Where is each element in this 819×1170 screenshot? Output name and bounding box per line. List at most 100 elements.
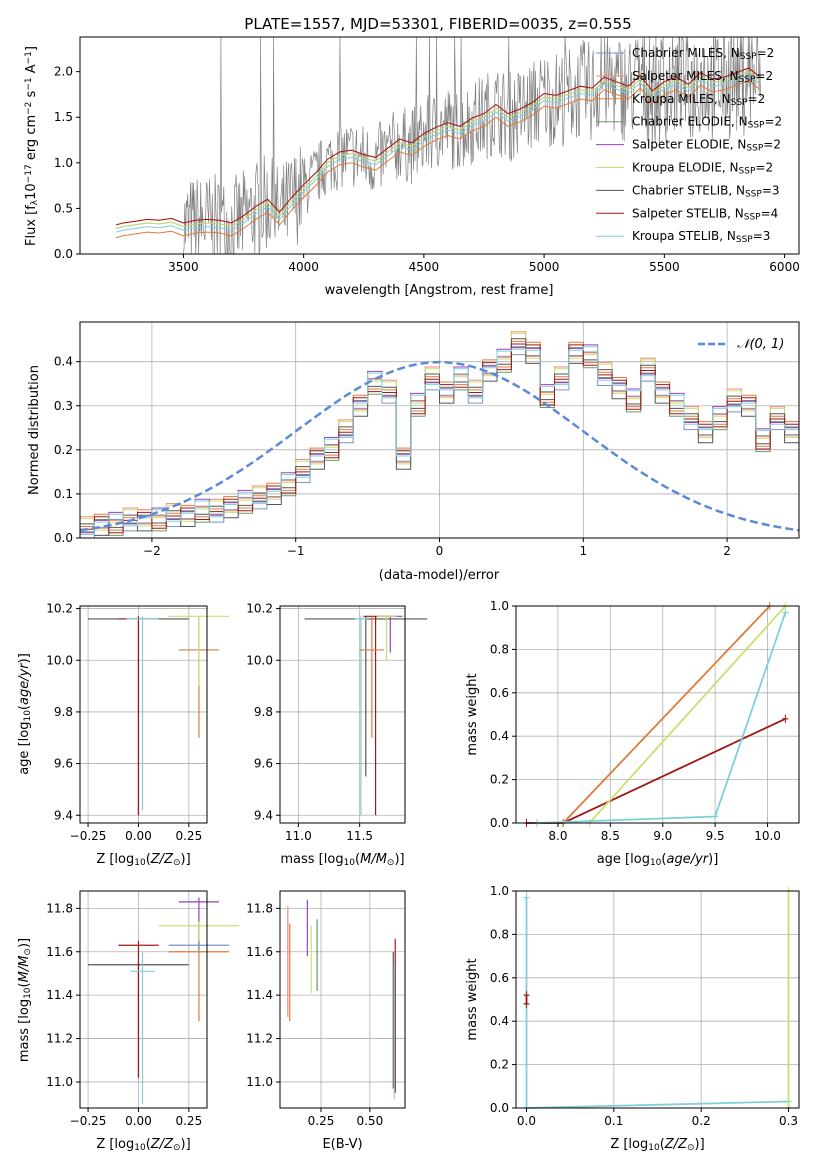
y-tick-label: 9.6 — [254, 757, 273, 771]
text-part: ( — [17, 982, 32, 987]
legend-label-kroupa_elodie: Kroupa ELODIE, NSSP=2 — [632, 161, 773, 177]
text-part: Z/Z — [664, 1137, 688, 1152]
legend-label-normal: 𝒩(0, 1) — [737, 337, 784, 352]
axes-frame — [279, 605, 406, 824]
y-tick-label: 0.4 — [490, 729, 509, 743]
text-part: age/yr — [17, 662, 32, 705]
text-part: mass [log — [280, 852, 343, 867]
y-tick-label: 0.6 — [490, 971, 509, 985]
text-part: age/yr — [666, 852, 709, 867]
legend-label-kroupa_stelib: Kroupa STELIB, NSSP=3 — [632, 229, 770, 245]
y-tick-label: 1.5 — [54, 110, 73, 124]
x-axis-label: Z [log10(Z/Z⊙)] — [610, 1137, 704, 1153]
text-part: Salpeter MILES, N — [632, 69, 739, 83]
x-axis-label: Z [log10(Z/Z⊙)] — [96, 1137, 190, 1153]
legend-label-chabrier_stelib: Chabrier STELIB, NSSP=3 — [632, 183, 780, 199]
y-tick-label: 10.2 — [246, 602, 273, 616]
residual-histogram-panel: −2 −1 0 1 2 0.0 0.1 0.2 0.3 0.4 𝒩(0, 1) (data-model… — [27, 321, 800, 583]
x-tick-label: 11.5 — [346, 829, 373, 843]
text-part: Z/Z — [150, 852, 174, 867]
text-part: =4 — [761, 206, 779, 220]
axes-frame — [79, 605, 208, 824]
x-tick-label: 1 — [579, 544, 587, 558]
text-part: ( — [146, 852, 151, 867]
text-part: 10 — [134, 858, 146, 868]
y-tick-label: 0.0 — [54, 247, 73, 261]
text-part: ( — [17, 705, 32, 710]
y-tick-label: 0.8 — [490, 927, 509, 941]
text-part: M/M — [360, 852, 387, 867]
text-part: ( — [661, 852, 666, 867]
text-part: )] — [708, 852, 718, 867]
legend-label-kroupa_miles: Kroupa MILES, NSSP=2 — [632, 92, 765, 108]
text-part: SSP — [748, 121, 765, 131]
x-axis-label: Z [log10(Z/Z⊙)] — [96, 852, 190, 868]
y-tick-label: 11.4 — [246, 988, 273, 1002]
observed-spectrum-line — [183, 36, 761, 255]
model-fit-salpeter_stelib-line — [115, 67, 761, 226]
axes-frame — [79, 36, 800, 255]
legend-label-salpeter_miles: Salpeter MILES, NSSP=2 — [632, 69, 773, 85]
normal-distribution-curve — [79, 360, 800, 532]
text-part: Kroupa MILES, N — [632, 92, 731, 106]
x-tick-label: 0.50 — [356, 1114, 383, 1128]
text-part: 10 — [134, 1143, 146, 1153]
y-tick-label: 0.0 — [54, 531, 73, 545]
text-part: SSP — [746, 144, 763, 154]
text-part: Chabrier STELIB, N — [632, 183, 745, 197]
text-part: mass [log — [17, 999, 32, 1062]
text-part: SSP — [744, 213, 761, 223]
x-axis-label: wavelength [Angstrom, rest frame] — [325, 283, 554, 298]
y-tick-label: 9.8 — [54, 705, 73, 719]
text-part: =2 — [755, 69, 773, 83]
text-part: Salpeter ELODIE, N — [632, 138, 746, 152]
text-part: Z [log — [96, 852, 134, 867]
x-tick-label: 5000 — [529, 260, 560, 274]
legend-label-chabrier_miles: Chabrier MILES, NSSP=2 — [632, 46, 774, 62]
y-tick-label: 1.0 — [490, 884, 509, 898]
text-part: 10 — [23, 710, 33, 722]
text-part: ⊙ — [173, 1143, 181, 1153]
x-tick-label: 4500 — [409, 260, 440, 274]
mass-weight-kroupa_miles-line — [562, 605, 771, 824]
text-part: SSP — [740, 52, 757, 62]
y-tick-label: 0.2 — [490, 1058, 509, 1072]
mass-weight-kroupa_stelib-line — [536, 612, 787, 824]
text-part: =3 — [762, 183, 780, 197]
legend-label-chabrier_elodie: Chabrier ELODIE, NSSP=2 — [632, 115, 782, 131]
text-part: Chabrier MILES, N — [632, 46, 740, 60]
text-part: age [log — [17, 722, 32, 775]
y-axis-label: Flux [fλ10−17 erg cm−2 s−1 A−1] — [24, 46, 40, 246]
text-part: Z [log — [96, 1137, 134, 1152]
text-part: )] — [17, 653, 32, 663]
mass-weight-salpeter_stelib-line — [526, 717, 786, 824]
axes-frame — [79, 890, 208, 1109]
y-tick-label: 11.8 — [46, 901, 73, 915]
model-fit-kroupa_elodie-line — [115, 71, 761, 229]
y-tick-label: 11.0 — [246, 1075, 273, 1089]
text-part: ( — [660, 1137, 665, 1152]
text-part: Chabrier ELODIE, N — [632, 115, 748, 129]
text-part: =2 — [748, 92, 766, 106]
model-fit-kroupa_miles-line — [115, 80, 761, 239]
text-part: )] — [181, 852, 191, 867]
text-part: SSP — [736, 235, 753, 245]
text-part: Z [log — [610, 1137, 648, 1152]
text-part: Z/Z — [150, 1137, 174, 1152]
x-tick-label: 0.00 — [125, 1114, 152, 1128]
y-tick-label: 9.8 — [254, 705, 273, 719]
y-tick-label: 1.0 — [54, 156, 73, 170]
x-tick-label: −2 — [143, 544, 161, 558]
y-tick-label: 0.8 — [490, 642, 509, 656]
text-part: )] — [181, 1137, 191, 1152]
y-axis-label: mass [log10(M/M⊙)] — [17, 938, 33, 1062]
y-tick-label: 0.5 — [54, 201, 73, 215]
x-tick-label: 0.0 — [517, 1114, 536, 1128]
y-tick-label: 0.0 — [490, 1101, 509, 1115]
text-part: M/M — [17, 956, 32, 983]
x-tick-label: 8.0 — [548, 829, 567, 843]
text-part: s — [24, 90, 39, 101]
y-tick-label: 11.2 — [246, 1032, 273, 1046]
mass-vs-ebv-panel: 0.25 0.50 11.0 11.2 11.4 11.6 11.8 E(B-V) — [246, 890, 406, 1152]
x-tick-label: 0.25 — [175, 1114, 202, 1128]
